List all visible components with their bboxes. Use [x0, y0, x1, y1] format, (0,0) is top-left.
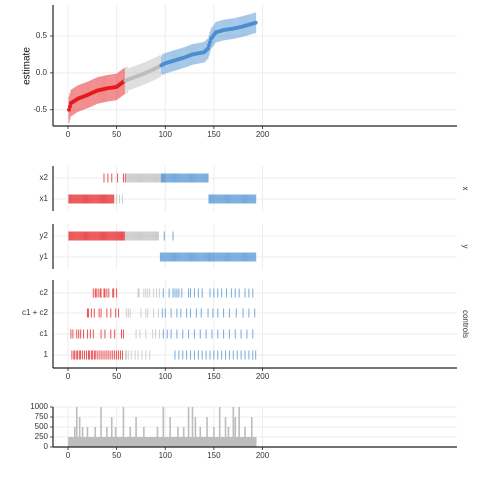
x-tick-label: 50: [112, 130, 121, 139]
sample-bar: [255, 437, 257, 447]
row-label: 1: [44, 350, 49, 359]
x-tick-label: 100: [159, 451, 173, 460]
row-label: y2: [40, 231, 49, 240]
y-tick-label: 1000: [30, 402, 48, 411]
x-tick-label: 0: [66, 130, 71, 139]
row-label: y1: [40, 252, 49, 261]
y-tick-label: 0.5: [36, 31, 48, 40]
x-tick-label: 200: [256, 372, 270, 381]
x-tick-label: 0: [66, 372, 71, 381]
y-tick-label: 0.0: [36, 68, 48, 77]
x-tick-label: 0: [66, 451, 71, 460]
x-tick-label: 200: [256, 130, 270, 139]
x-tick-label: 100: [159, 130, 173, 139]
y-axis-title: estimate: [22, 47, 33, 85]
y-tick-label: 750: [35, 412, 49, 421]
y-tick-label: 500: [35, 422, 49, 431]
estimate-point: [68, 105, 72, 109]
y-tick-label: 0: [44, 442, 49, 451]
estimate-point: [208, 40, 212, 44]
y-panel: y2 y1 y: [40, 224, 470, 269]
estimate-point: [207, 43, 211, 47]
row-label: c1: [40, 329, 49, 338]
x-tick-label: 150: [207, 451, 221, 460]
x-tick-label: 150: [207, 372, 221, 381]
estimate-point: [254, 21, 258, 25]
estimate-panel: 0.5 0.0 -0.5 estimate 0 50 100 150 200: [22, 5, 457, 139]
strip-label: y: [461, 245, 470, 249]
y-tick-label: 250: [35, 432, 49, 441]
controls-panel: c2 c1 + c2 c1 1 0 50 100 150 200 controls: [22, 280, 470, 381]
x-tick-label: 50: [112, 451, 121, 460]
x-tick-label: 100: [159, 372, 173, 381]
strip-label: x: [461, 187, 470, 191]
row-label: c1 + c2: [22, 308, 49, 317]
strip-label: controls: [461, 310, 470, 338]
x-tick-label: 200: [256, 451, 270, 460]
y-tick-label: -0.5: [33, 105, 47, 114]
x-tick-label: 50: [112, 372, 121, 381]
x-tick-label: 150: [207, 130, 221, 139]
row-label: x2: [40, 173, 49, 182]
x-panel: x2 x1 x: [40, 166, 470, 211]
row-label: c2: [40, 288, 49, 297]
row-label: x1: [40, 194, 49, 203]
estimate-point: [206, 47, 210, 51]
estimate-point: [67, 108, 71, 112]
